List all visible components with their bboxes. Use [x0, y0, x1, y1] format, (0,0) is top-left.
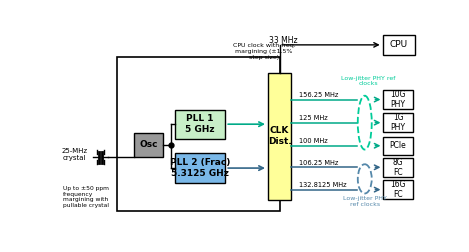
Bar	[117, 57, 280, 211]
Text: 106.25 MHz: 106.25 MHz	[299, 160, 338, 166]
Text: 156.25 MHz: 156.25 MHz	[299, 92, 338, 98]
Bar	[175, 110, 225, 139]
Text: 125 MHz: 125 MHz	[299, 115, 328, 121]
Bar	[383, 35, 415, 55]
Bar	[383, 90, 413, 109]
Text: 33 MHz: 33 MHz	[269, 36, 298, 45]
Text: PLL 1
5 GHz: PLL 1 5 GHz	[185, 114, 215, 134]
Text: 100 MHz: 100 MHz	[299, 138, 328, 144]
Text: 1G
PHY: 1G PHY	[391, 113, 406, 132]
Text: CLK
Dist.: CLK Dist.	[268, 127, 291, 146]
Bar	[134, 133, 163, 157]
Bar	[383, 137, 413, 155]
Text: CPU clock with freq.
margining (±1.5%
step size): CPU clock with freq. margining (±1.5% st…	[233, 43, 295, 60]
Bar	[383, 158, 413, 177]
Text: 10G
PHY: 10G PHY	[390, 90, 406, 109]
Text: 8G
FC: 8G FC	[393, 158, 403, 177]
Text: 25-MHz
crystal: 25-MHz crystal	[61, 148, 87, 161]
Bar	[175, 153, 225, 183]
Text: Osc: Osc	[139, 140, 158, 149]
Text: PCIe: PCIe	[390, 141, 407, 150]
Text: CPU: CPU	[390, 40, 408, 49]
Text: Low-jitter PHY
ref clocks: Low-jitter PHY ref clocks	[343, 196, 386, 207]
Text: Up to ±50 ppm
frequency
margining with
pullable crystal: Up to ±50 ppm frequency margining with p…	[62, 186, 108, 208]
Bar	[383, 180, 413, 199]
Bar	[268, 73, 291, 200]
Bar	[383, 113, 413, 132]
Text: 132.8125 MHz: 132.8125 MHz	[299, 182, 347, 188]
Text: 16G
FC: 16G FC	[390, 180, 406, 199]
Text: Low-jitter PHY ref
clocks: Low-jitter PHY ref clocks	[341, 76, 396, 86]
Text: PLL 2 (Frac)
5.3125 GHz: PLL 2 (Frac) 5.3125 GHz	[170, 158, 230, 178]
